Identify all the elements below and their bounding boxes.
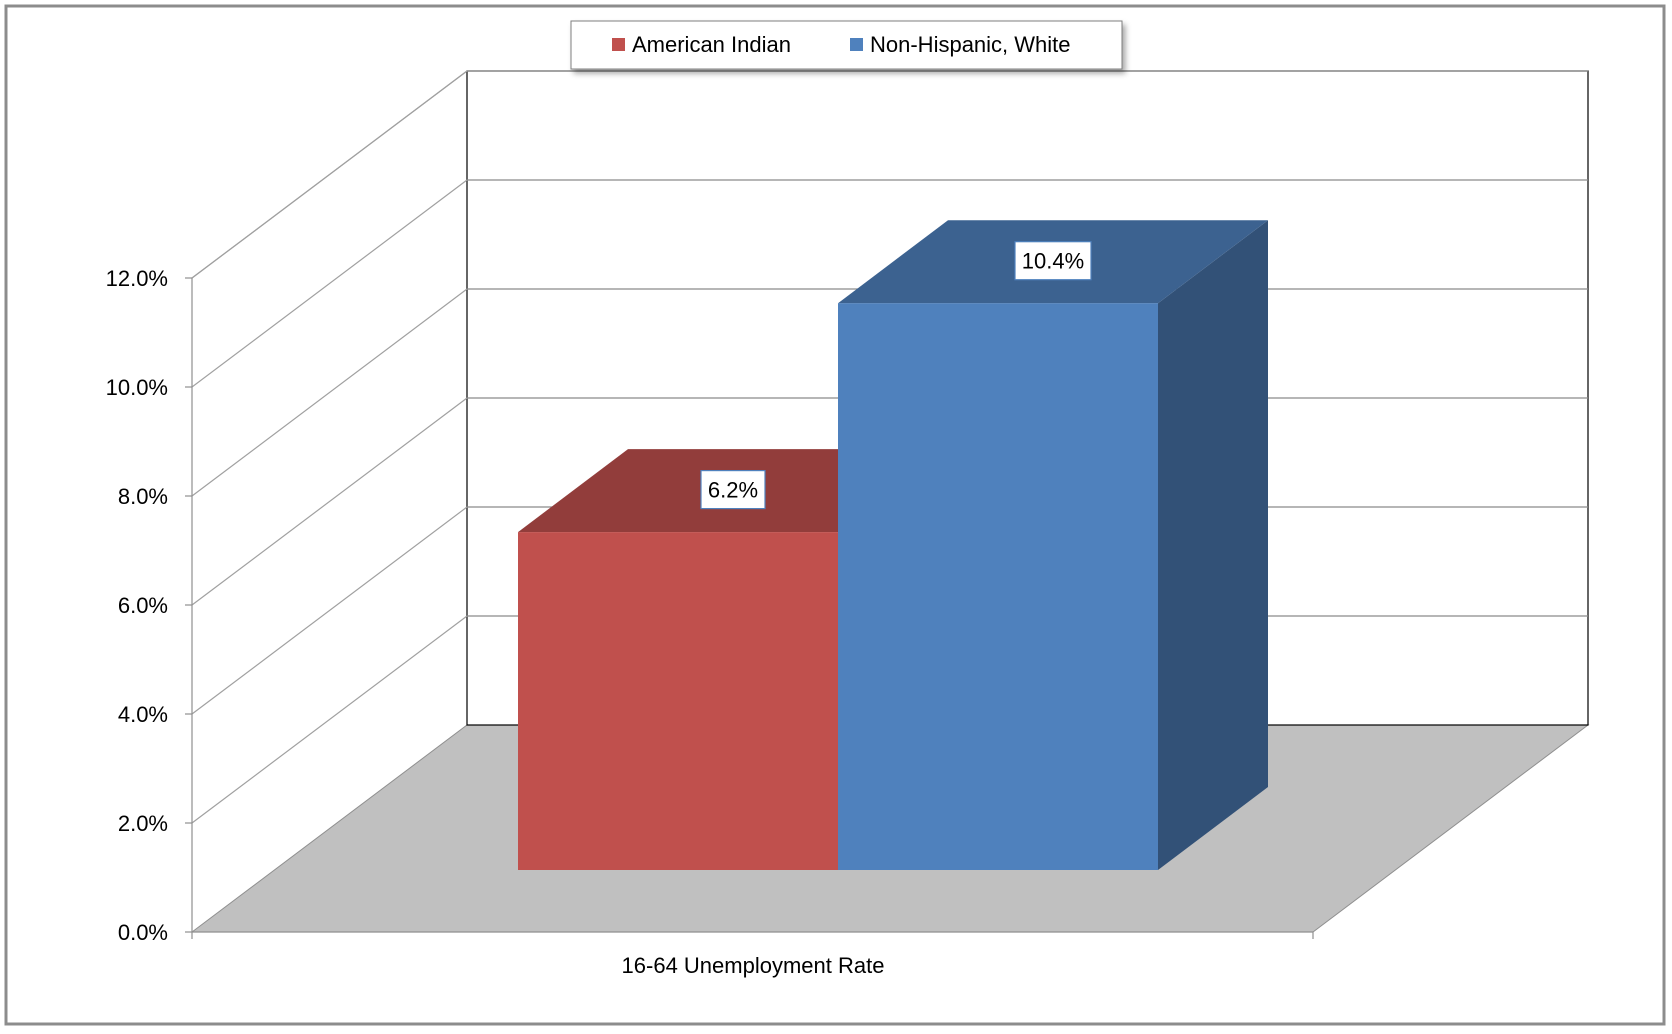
y-tick-label: 6.0% bbox=[118, 593, 168, 618]
side-wall-gridline bbox=[191, 615, 468, 824]
side-wall-gridline bbox=[191, 179, 468, 388]
y-tick-label: 4.0% bbox=[118, 702, 168, 727]
legend-swatch-non-hispanic-white bbox=[850, 38, 863, 51]
side-wall-gridline bbox=[191, 506, 468, 715]
data-label-text: 6.2% bbox=[708, 478, 758, 503]
data-label-box bbox=[700, 470, 766, 510]
legend-label-american-indian: American Indian bbox=[632, 32, 791, 57]
bars bbox=[518, 220, 1268, 870]
bar-front-face bbox=[838, 303, 1158, 870]
legend: American Indian Non-Hispanic, White bbox=[570, 20, 1123, 70]
bar-side-face bbox=[1158, 220, 1268, 870]
legend-label-non-hispanic-white: Non-Hispanic, White bbox=[870, 32, 1071, 57]
legend-swatch-american-indian bbox=[612, 38, 625, 51]
y-tick-label: 2.0% bbox=[118, 811, 168, 836]
y-tick-label: 12.0% bbox=[106, 266, 168, 291]
bar-non-hispanic-white bbox=[838, 220, 1268, 870]
data-label-box bbox=[1014, 241, 1092, 281]
side-wall-gridline bbox=[191, 288, 468, 497]
y-axis: 0.0% 2.0% 4.0% 6.0% 8.0% 10.0% 12.0% bbox=[106, 266, 193, 945]
side-wall-gridline bbox=[191, 397, 468, 606]
x-category-label: 16-64 Unemployment Rate bbox=[622, 953, 885, 978]
side-wall-gridline bbox=[191, 70, 468, 279]
data-label-non-hispanic-white: 10.4% bbox=[1014, 241, 1092, 281]
bar-front-face bbox=[518, 532, 838, 870]
data-label-american-indian: 6.2% bbox=[700, 470, 766, 510]
legend-box bbox=[570, 20, 1123, 70]
data-labels: 6.2% 10.4% bbox=[700, 241, 1092, 510]
y-tick-label: 0.0% bbox=[118, 920, 168, 945]
y-tick-label: 10.0% bbox=[106, 375, 168, 400]
y-tick-label: 8.0% bbox=[118, 484, 168, 509]
data-label-text: 10.4% bbox=[1022, 249, 1084, 274]
x-axis: 16-64 Unemployment Rate bbox=[191, 931, 1314, 978]
